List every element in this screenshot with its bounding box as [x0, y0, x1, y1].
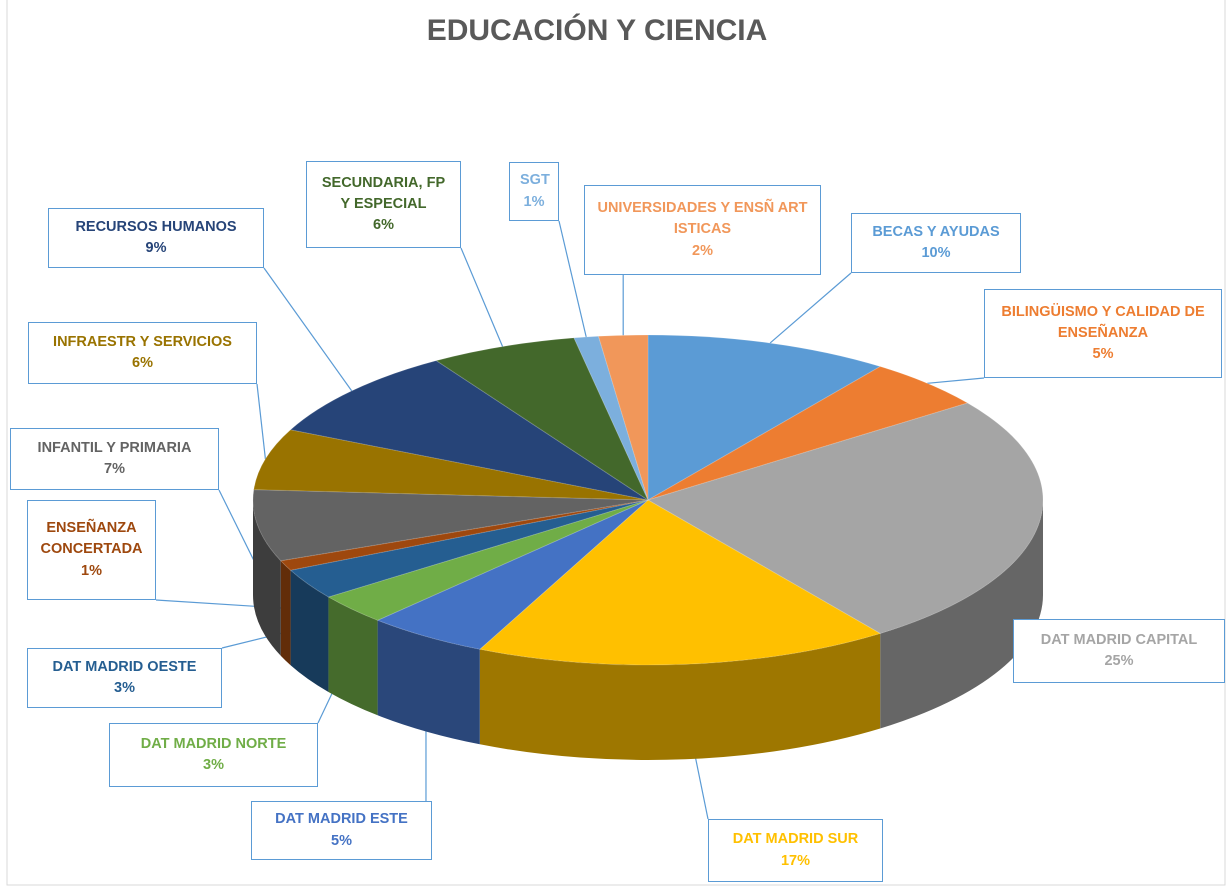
label-name: BECAS Y AYUDAS	[872, 223, 1000, 240]
data-label: DAT MADRID ESTE 5%	[251, 801, 432, 860]
slice	[646, 402, 1044, 635]
slice	[376, 499, 649, 650]
chart-title: EDUCACIÓN Y CIENCIA	[426, 14, 768, 47]
slice-side	[377, 620, 480, 745]
slice	[253, 429, 649, 501]
label-name: DAT MADRID ESTE	[275, 811, 408, 828]
label-name: ENSEÑANZA CONCERTADA	[40, 520, 143, 558]
label-value: 9%	[145, 240, 167, 256]
slice	[597, 334, 649, 501]
data-label: BILINGÜISMO Y CALIDAD DE ENSEÑANZA 5%	[984, 289, 1222, 378]
slice	[647, 365, 969, 501]
label-value: 25%	[1104, 653, 1134, 669]
slice	[478, 499, 882, 666]
data-label: INFRAESTR Y SERVICIOS 6%	[28, 322, 257, 384]
label-name: UNIVERSIDADES Y ENSÑ ART ISTICAS	[597, 200, 808, 238]
slice-side	[290, 570, 329, 692]
slice-side	[280, 560, 291, 666]
label-name: DAT MADRID NORTE	[140, 735, 287, 752]
leader-lines	[155, 220, 1039, 820]
data-label: INFANTIL Y PRIMARIA 7%	[10, 428, 219, 490]
leader-line	[263, 267, 353, 392]
leader-line	[558, 220, 587, 338]
label-name: DAT MADRID SUR	[732, 831, 859, 848]
slice-sides	[253, 500, 1043, 760]
label-value: 5%	[331, 832, 352, 849]
data-label: DAT MADRID OESTE 3%	[27, 648, 222, 708]
slice	[252, 489, 649, 562]
label-name: DAT MADRID CAPITAL	[1040, 631, 1198, 648]
slice	[279, 499, 649, 571]
slice	[327, 499, 649, 621]
slice-tops	[252, 334, 1044, 666]
slice-side	[328, 596, 378, 716]
label-name: SGT	[520, 172, 550, 189]
label-value: 5%	[1092, 346, 1114, 362]
label-value: 3%	[114, 680, 135, 696]
data-label: DAT MADRID CAPITAL 25%	[1013, 619, 1225, 683]
data-label: SGT 1%	[509, 162, 559, 221]
label-name: RECURSOS HUMANOS	[75, 218, 237, 235]
label-value: 6%	[132, 355, 153, 371]
chart-border	[6, 0, 1226, 886]
leader-line	[218, 489, 259, 569]
slice-side	[253, 500, 281, 656]
slice	[289, 499, 649, 598]
data-label: ENSEÑANZA CONCERTADA 1%	[27, 500, 156, 600]
label-name: DAT MADRID OESTE	[52, 658, 197, 675]
data-label: DAT MADRID NORTE 3%	[109, 723, 318, 787]
label-name: INFRAESTR Y SERVICIOS	[53, 333, 232, 350]
data-label: RECURSOS HUMANOS 9%	[48, 208, 264, 268]
leader-line	[769, 272, 852, 344]
label-name: BILINGÜISMO Y CALIDAD DE ENSEÑANZA	[1001, 303, 1205, 341]
slice	[647, 334, 882, 501]
label-value: 1%	[523, 193, 545, 210]
slice-side	[479, 633, 881, 760]
label-value: 6%	[373, 217, 394, 233]
leader-line	[927, 377, 985, 384]
data-label: BECAS Y AYUDAS 10%	[851, 213, 1021, 273]
data-label: DAT MADRID SUR 17%	[708, 819, 883, 882]
slice	[289, 360, 649, 501]
label-value: 7%	[104, 461, 125, 477]
label-value: 3%	[203, 757, 224, 773]
label-value: 1%	[81, 562, 102, 579]
label-name: SECUNDARIA, FP Y ESPECIAL	[321, 174, 446, 212]
label-value: 2%	[692, 242, 713, 259]
data-label: UNIVERSIDADES Y ENSÑ ART ISTICAS 2%	[584, 185, 821, 275]
leader-line	[460, 247, 504, 347]
slice-side	[880, 500, 1043, 729]
slice	[573, 335, 649, 501]
leader-line	[256, 383, 267, 460]
label-value: 10%	[921, 245, 951, 261]
slice	[435, 337, 650, 502]
label-name: INFANTIL Y PRIMARIA	[37, 439, 192, 456]
data-label: SECUNDARIA, FP Y ESPECIAL 6%	[306, 161, 461, 248]
label-value: 17%	[780, 852, 811, 869]
